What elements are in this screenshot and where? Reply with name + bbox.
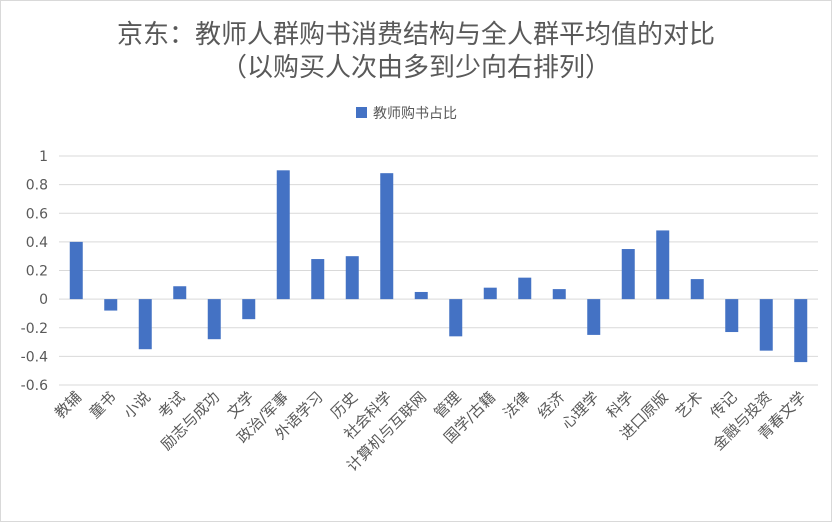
bar bbox=[725, 299, 739, 333]
bar bbox=[449, 299, 463, 337]
bar bbox=[759, 299, 773, 351]
bar bbox=[690, 279, 704, 300]
x-category-label: 童书 bbox=[86, 388, 120, 422]
y-tick-label: -0.6 bbox=[21, 378, 48, 394]
chart-title: 京东：教师人群购书消费结构与全人群平均值的对比 （以购买人次由多到少向右排列） bbox=[117, 20, 715, 83]
bar bbox=[104, 299, 118, 311]
legend-swatch bbox=[356, 107, 367, 118]
bar bbox=[138, 299, 152, 350]
y-tick-label: 0 bbox=[39, 292, 48, 308]
y-tick-label: 0.4 bbox=[26, 235, 48, 251]
y-tick-label: -0.2 bbox=[21, 321, 48, 337]
chart-title-line-1: 京东：教师人群购书消费结构与全人群平均值的对比 bbox=[117, 20, 715, 50]
chart-title-line-2: （以购买人次由多到少向右排列） bbox=[221, 53, 611, 83]
bar bbox=[621, 249, 635, 300]
legend-label: 教师购书占比 bbox=[373, 106, 457, 122]
x-category-label: 教辅 bbox=[51, 388, 85, 422]
y-tick-label: 1 bbox=[39, 149, 48, 165]
legend: 教师购书占比 bbox=[356, 106, 457, 122]
bar bbox=[656, 230, 670, 300]
x-category-label: 心理学 bbox=[558, 388, 603, 433]
bar bbox=[345, 256, 359, 300]
bar bbox=[311, 259, 325, 300]
y-axis-tick-labels: 1 0.8 0.6 0.4 0.2 0 -0.2 -0.4 -0.6 bbox=[21, 149, 48, 394]
x-category-label: 小说 bbox=[120, 388, 154, 422]
bar bbox=[380, 173, 394, 300]
bar bbox=[173, 286, 187, 300]
bar bbox=[414, 291, 428, 300]
y-tick-label: 0.6 bbox=[26, 206, 48, 222]
bar bbox=[587, 299, 601, 335]
bar bbox=[552, 289, 566, 300]
y-tick-label: -0.4 bbox=[21, 349, 48, 365]
bar bbox=[242, 299, 256, 320]
bar bbox=[483, 287, 497, 300]
bar bbox=[207, 299, 221, 340]
bar-series bbox=[69, 170, 808, 363]
x-category-label: 法律 bbox=[500, 388, 534, 422]
bar bbox=[69, 241, 83, 300]
grid-lines bbox=[59, 155, 818, 386]
y-tick-label: 0.2 bbox=[26, 264, 48, 280]
x-category-label: 艺术 bbox=[672, 388, 706, 422]
bar bbox=[794, 299, 808, 363]
y-tick-label: 0.8 bbox=[26, 178, 48, 194]
bar bbox=[518, 277, 532, 300]
bar bbox=[276, 170, 290, 300]
